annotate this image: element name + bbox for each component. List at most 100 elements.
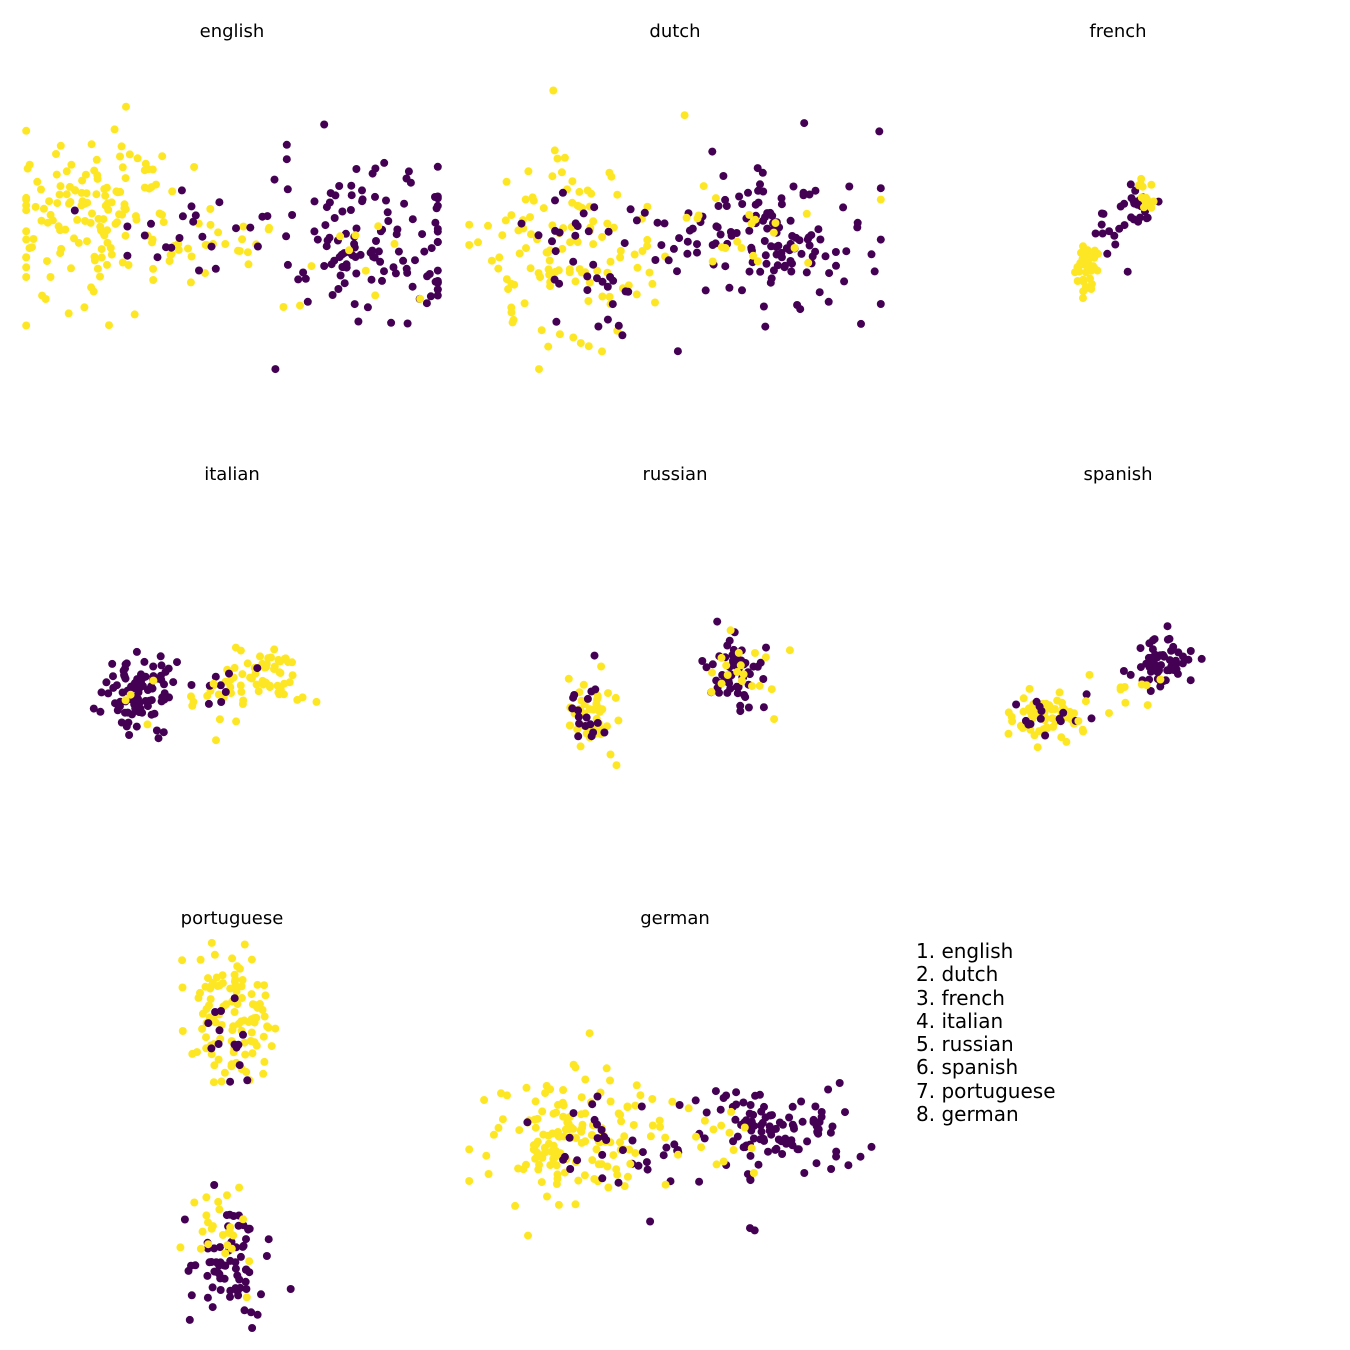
data-point-class-0 bbox=[771, 1124, 780, 1133]
data-point-class-1 bbox=[100, 185, 109, 193]
data-point-class-1 bbox=[298, 693, 307, 702]
data-point-class-0 bbox=[378, 276, 386, 285]
data-point-class-0 bbox=[614, 321, 623, 330]
data-point-class-0 bbox=[226, 1256, 235, 1265]
data-point-class-1 bbox=[1156, 675, 1165, 684]
data-point-class-1 bbox=[569, 333, 578, 342]
data-point-class-0 bbox=[751, 200, 760, 209]
data-point-class-1 bbox=[214, 1055, 223, 1064]
data-point-class-1 bbox=[187, 252, 196, 261]
data-point-class-1 bbox=[155, 209, 164, 218]
data-point-class-0 bbox=[777, 200, 786, 209]
data-point-class-1 bbox=[643, 235, 652, 244]
data-point-class-1 bbox=[616, 246, 625, 255]
data-point-class-1 bbox=[246, 673, 255, 682]
data-point-class-1 bbox=[247, 1015, 256, 1024]
data-point-class-1 bbox=[733, 237, 742, 246]
data-point-class-1 bbox=[614, 1109, 623, 1118]
data-point-class-1 bbox=[214, 690, 223, 699]
data-point-class-1 bbox=[554, 1200, 563, 1209]
data-point-class-1 bbox=[465, 241, 474, 249]
data-point-class-0 bbox=[239, 1030, 247, 1039]
data-point-class-1 bbox=[598, 292, 607, 301]
data-point-class-1 bbox=[245, 1257, 254, 1266]
data-point-class-1 bbox=[186, 278, 195, 287]
data-point-class-1 bbox=[28, 243, 36, 252]
data-point-class-0 bbox=[761, 322, 770, 331]
data-point-class-1 bbox=[633, 263, 642, 272]
data-point-class-0 bbox=[271, 365, 280, 374]
data-point-class-1 bbox=[546, 1161, 555, 1170]
data-point-class-0 bbox=[683, 249, 692, 258]
data-point-class-0 bbox=[788, 1102, 797, 1111]
data-point-class-1 bbox=[651, 298, 659, 307]
data-point-class-0 bbox=[815, 288, 824, 297]
data-point-class-1 bbox=[252, 1041, 261, 1050]
data-point-class-0 bbox=[387, 318, 396, 327]
data-point-class-1 bbox=[612, 761, 621, 770]
data-point-class-1 bbox=[148, 165, 157, 174]
data-point-class-1 bbox=[204, 974, 212, 983]
data-point-class-1 bbox=[643, 242, 652, 251]
data-point-class-0 bbox=[97, 688, 106, 697]
data-point-class-0 bbox=[760, 237, 769, 245]
data-point-class-1 bbox=[526, 213, 534, 222]
data-point-class-0 bbox=[876, 235, 885, 244]
data-point-class-0 bbox=[559, 1155, 568, 1164]
data-point-class-1 bbox=[105, 321, 113, 330]
data-point-class-1 bbox=[96, 222, 105, 231]
data-point-class-1 bbox=[603, 1162, 612, 1171]
data-point-class-1 bbox=[97, 245, 106, 254]
data-point-class-1 bbox=[204, 1240, 213, 1249]
data-point-class-0 bbox=[320, 262, 329, 270]
data-point-class-0 bbox=[767, 242, 776, 251]
data-point-class-1 bbox=[521, 195, 530, 204]
data-point-class-1 bbox=[1081, 261, 1090, 269]
data-point-class-0 bbox=[634, 1161, 643, 1170]
data-point-class-0 bbox=[321, 221, 330, 230]
data-point-class-0 bbox=[1142, 214, 1151, 223]
data-point-class-1 bbox=[623, 1172, 632, 1181]
data-point-class-0 bbox=[774, 1135, 783, 1144]
data-point-class-1 bbox=[198, 1227, 207, 1236]
data-point-class-1 bbox=[592, 1145, 601, 1154]
data-point-class-1 bbox=[529, 196, 538, 205]
data-point-class-0 bbox=[135, 705, 143, 714]
data-point-class-1 bbox=[747, 1144, 756, 1153]
data-point-class-0 bbox=[422, 299, 431, 308]
data-point-class-1 bbox=[609, 1151, 618, 1160]
data-point-class-1 bbox=[1042, 699, 1051, 708]
data-point-class-1 bbox=[661, 1133, 670, 1142]
data-point-class-0 bbox=[777, 248, 786, 257]
data-point-class-0 bbox=[1160, 652, 1169, 661]
data-point-class-0 bbox=[1115, 224, 1124, 233]
data-point-class-1 bbox=[371, 291, 380, 300]
data-point-class-1 bbox=[238, 235, 247, 244]
data-point-class-0 bbox=[835, 1079, 844, 1087]
data-point-class-0 bbox=[178, 212, 187, 221]
data-point-class-1 bbox=[22, 253, 31, 262]
data-point-class-1 bbox=[190, 163, 199, 171]
data-point-class-1 bbox=[1025, 684, 1034, 693]
data-point-class-0 bbox=[620, 239, 629, 248]
data-point-class-0 bbox=[244, 1225, 253, 1234]
data-point-class-1 bbox=[648, 1121, 657, 1130]
data-point-class-0 bbox=[1087, 714, 1096, 723]
data-point-class-0 bbox=[693, 240, 701, 249]
data-point-class-1 bbox=[143, 720, 152, 729]
data-point-class-1 bbox=[235, 1183, 244, 1192]
data-point-class-1 bbox=[52, 170, 61, 179]
data-point-class-0 bbox=[588, 1100, 597, 1109]
data-point-class-1 bbox=[605, 292, 614, 301]
data-point-class-0 bbox=[167, 243, 176, 252]
data-point-class-0 bbox=[160, 689, 169, 698]
data-point-class-0 bbox=[120, 671, 129, 679]
data-point-class-0 bbox=[753, 164, 762, 173]
data-point-class-0 bbox=[149, 662, 158, 671]
data-point-class-1 bbox=[514, 1164, 523, 1173]
data-point-class-1 bbox=[550, 146, 559, 155]
data-point-class-1 bbox=[606, 1076, 614, 1085]
data-point-class-0 bbox=[123, 222, 132, 231]
data-point-class-0 bbox=[811, 186, 820, 195]
data-point-class-0 bbox=[675, 1101, 684, 1109]
